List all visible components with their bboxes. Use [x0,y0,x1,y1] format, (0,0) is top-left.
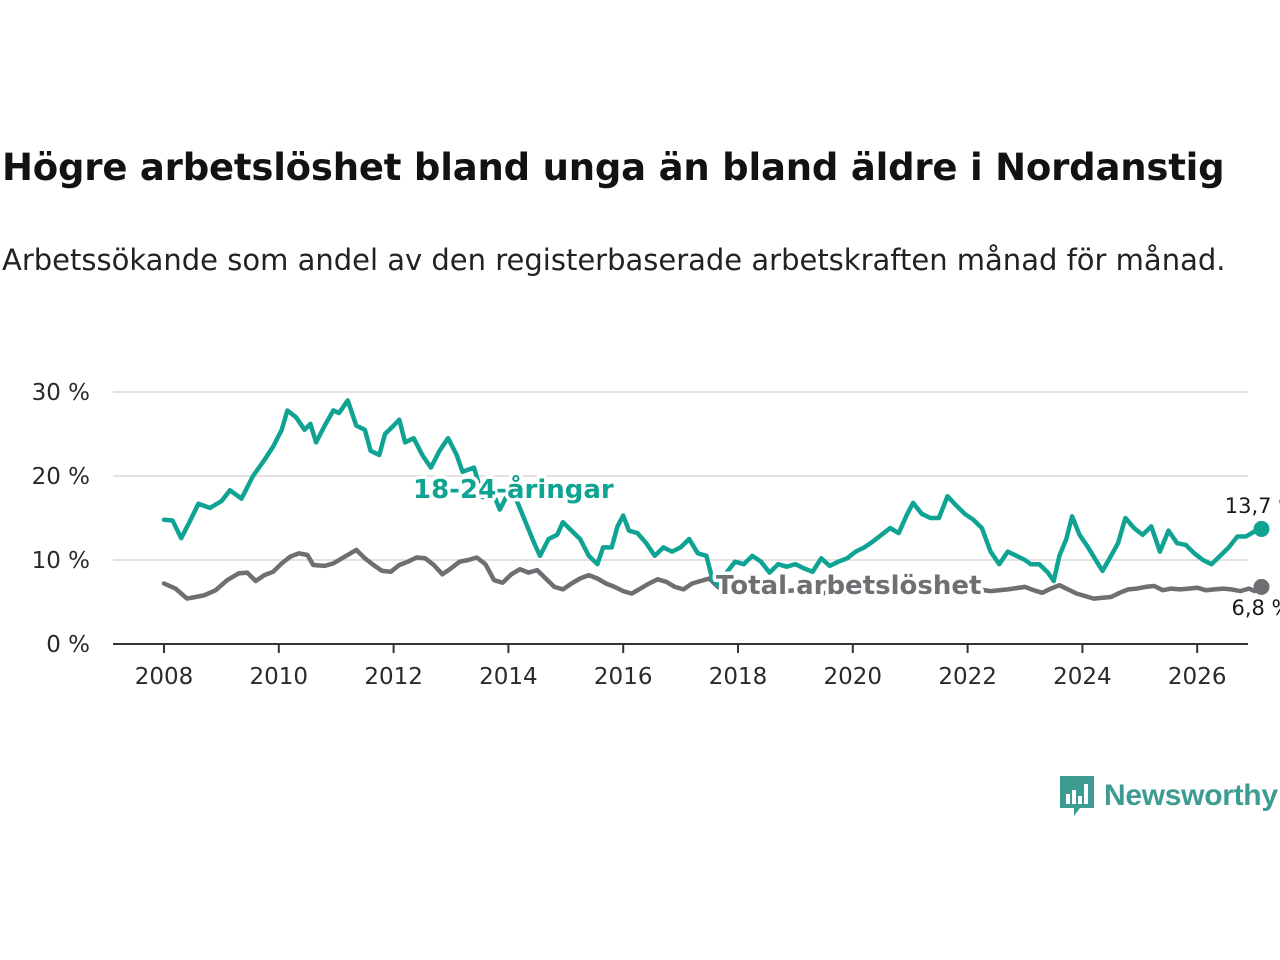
x-axis: 2008 2010 2012 2014 2016 2018 2020 2022 2024 2026 [113,643,1248,690]
x-tick-label: 2016 [594,664,653,690]
series-line-youth [161,398,1264,588]
y-tick-label: 20 % [32,464,90,490]
newsworthy-logo-icon [1060,776,1094,816]
x-tick-label: 2026 [1168,664,1227,690]
series-label-total-halo: Total arbetslöshet [716,571,981,601]
newsworthy-logo[interactable]: Newsworthy [1058,774,1278,818]
x-tick-label: 2024 [1053,664,1112,690]
chart-title: Högre arbetslöshet bland unga än bland ä… [2,146,1225,189]
end-marker-youth [1253,520,1270,537]
x-tick-label: 2010 [250,664,309,690]
y-tick-label: 0 % [46,632,90,658]
y-tick-label: 30 % [32,380,90,406]
x-tick-label: 2012 [364,664,423,690]
x-tick-label: 2014 [479,664,538,690]
y-tick-label: 10 % [32,548,90,574]
series-label-youth: 18-24-åringar [413,473,614,505]
x-tick-label: 2020 [824,664,883,690]
chart-subtitle: Arbetssökande som andel av den registerb… [2,243,1226,277]
x-tick-label: 2018 [709,664,768,690]
end-value-youth: 13,7 % [1225,494,1280,518]
end-value-total: 6,8 % [1231,596,1280,620]
series-label-total: Total arbetslöshet [716,571,981,601]
newsworthy-logo-text: Newsworthy [1104,779,1278,812]
end-marker-total [1253,578,1270,595]
x-tick-label: 2008 [135,664,194,690]
series-label-youth-halo: 18-24-åringar [413,473,614,505]
y-axis: 0 % 10 % 20 % 30 % [32,380,90,658]
series-layer [161,398,1270,601]
series-line-total [161,547,1264,601]
x-tick-label: 2022 [938,664,997,690]
